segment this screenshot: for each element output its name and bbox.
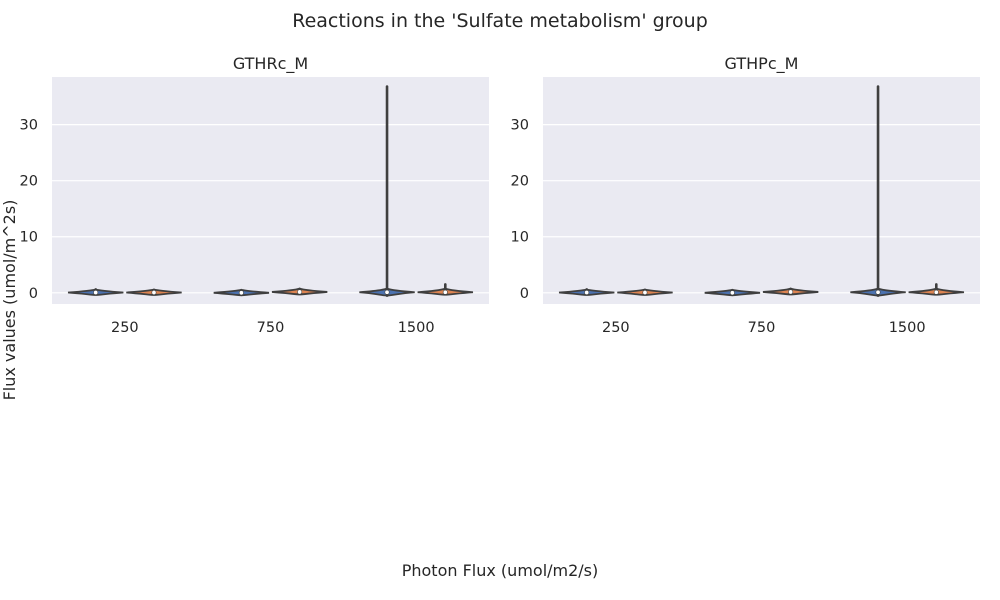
violin-median xyxy=(788,289,794,295)
x-tick-label: 1500 xyxy=(889,320,926,336)
y-axis-label: Flux values (umol/m^2s) xyxy=(0,200,19,401)
y-tick-label: 10 xyxy=(20,230,38,246)
violin xyxy=(850,85,906,297)
panel-left-background xyxy=(52,77,489,304)
panel-left-title: GTHRc_M xyxy=(233,54,308,74)
x-tick-label: 250 xyxy=(111,320,139,336)
y-tick-label: 0 xyxy=(520,286,529,302)
violin-median xyxy=(384,289,390,295)
panel-left-gridlines xyxy=(52,124,489,294)
violin-median xyxy=(93,290,99,296)
x-tick-label: 250 xyxy=(602,320,630,336)
violin-median xyxy=(642,290,648,296)
violin-median xyxy=(729,290,735,296)
panel-left-ticks: 0 10 20 30 250 750 1500 xyxy=(20,118,435,336)
violin xyxy=(558,288,615,296)
panel-right-violins xyxy=(558,85,965,297)
panel-right-title: GTHPc_M xyxy=(725,54,799,74)
x-tick-label: 1500 xyxy=(398,320,435,336)
violin xyxy=(704,288,761,297)
violin-median xyxy=(151,290,157,296)
y-tick-label: 30 xyxy=(20,118,38,134)
violin-median xyxy=(238,290,244,296)
violin xyxy=(359,85,415,297)
y-tick-label: 0 xyxy=(29,286,38,302)
panel-left-violins xyxy=(67,85,474,297)
violin xyxy=(417,283,474,296)
violin xyxy=(908,283,965,296)
y-tick-label: 20 xyxy=(511,174,529,190)
y-tick-label: 10 xyxy=(511,230,529,246)
figure-title: Reactions in the 'Sulfate metabolism' gr… xyxy=(292,10,708,32)
panel-left: 0 10 20 30 250 750 1500 GTHRc_M xyxy=(20,54,489,336)
violin xyxy=(67,288,124,296)
violin-median xyxy=(584,290,590,296)
violin-median xyxy=(933,289,939,295)
y-tick-label: 20 xyxy=(20,174,38,190)
violin-median xyxy=(442,289,448,295)
violin-median xyxy=(875,289,881,295)
violin xyxy=(617,288,673,296)
panel-right-gridlines xyxy=(543,124,980,294)
panel-right-ticks: 0 10 20 30 250 750 1500 xyxy=(511,118,926,336)
panel-right: 0 10 20 30 250 750 1500 GTHPc_M xyxy=(511,54,980,336)
violin xyxy=(126,288,182,296)
x-axis-label: Photon Flux (umol/m2/s) xyxy=(402,561,599,580)
violin xyxy=(271,287,328,296)
x-tick-label: 750 xyxy=(748,320,776,336)
panel-right-background xyxy=(543,77,980,304)
violin-median xyxy=(297,289,303,295)
y-tick-label: 30 xyxy=(511,118,529,134)
violin xyxy=(213,288,270,297)
x-tick-label: 750 xyxy=(257,320,285,336)
violin xyxy=(762,287,819,296)
